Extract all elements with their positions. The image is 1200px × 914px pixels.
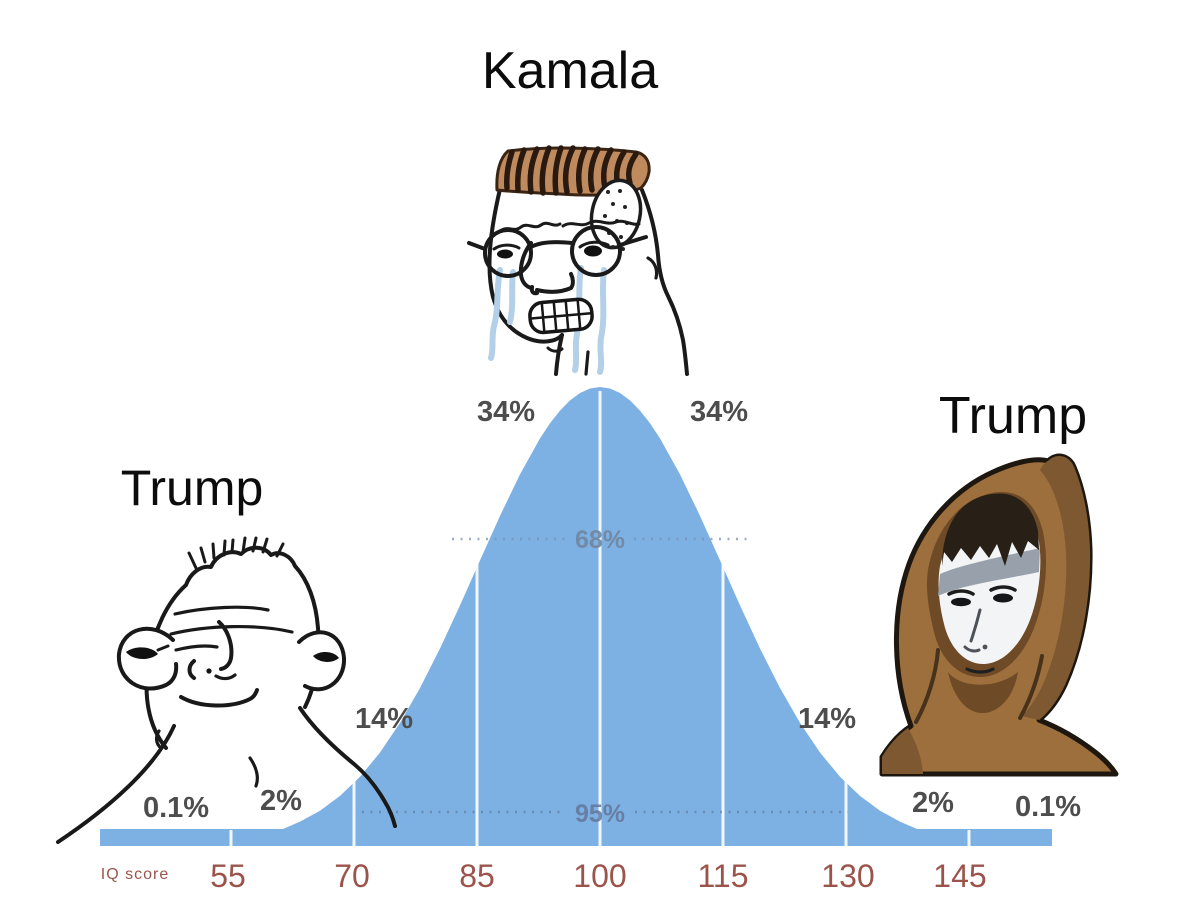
pct-left-0.1: 0.1% xyxy=(143,792,209,824)
gritted-teeth xyxy=(528,297,594,335)
sad-eyes xyxy=(492,240,610,259)
normal-distribution-shape xyxy=(100,387,1052,846)
left-name-label: Trump xyxy=(121,460,264,516)
robe-fold-lines xyxy=(914,648,1044,724)
pct-right-0.1: 0.1% xyxy=(1015,791,1081,823)
round-glasses xyxy=(467,225,648,278)
x-tick-70: 70 xyxy=(334,858,370,894)
right-eye xyxy=(313,652,339,662)
x-axis-title: IQ score xyxy=(101,866,169,883)
pct-left-2: 2% xyxy=(260,785,302,817)
frown-mouth xyxy=(965,667,995,674)
x-axis: IQ score 55 70 85 100 115 130 145 xyxy=(101,858,987,894)
chin-crease xyxy=(546,346,564,353)
nose xyxy=(963,608,988,653)
interval-dotted-lines xyxy=(362,537,848,814)
left-ear xyxy=(116,626,179,691)
midwit-wojak-illustration xyxy=(467,145,689,376)
left-eye xyxy=(126,647,158,660)
x-tick-55: 55 xyxy=(210,858,246,894)
bald-dotted-patch xyxy=(589,178,643,251)
neck-left-line xyxy=(56,724,176,844)
segment-percent-labels: 0.1% 2% 14% 34% 34% 14% 2% 0.1% xyxy=(143,396,1081,824)
under-chin-shadow xyxy=(948,672,1018,714)
pct-left-14: 14% xyxy=(355,703,413,735)
right-name-label: Trump xyxy=(939,387,1087,445)
sd-divider-lines xyxy=(229,391,971,846)
pct-right-2: 2% xyxy=(912,787,954,819)
shoulder-right-line xyxy=(298,706,397,828)
nose xyxy=(518,241,575,296)
pct-right-14: 14% xyxy=(798,703,856,735)
dark-bangs xyxy=(942,493,1039,566)
eye-shadow-band xyxy=(938,548,1040,596)
nose xyxy=(187,620,237,681)
smirk-mouth xyxy=(179,688,259,708)
head-right-outline xyxy=(640,188,689,376)
x-tick-130: 130 xyxy=(821,858,874,894)
pct-left-34: 34% xyxy=(477,396,535,428)
dumb-wojak-illustration xyxy=(56,536,397,844)
top-name-label: Kamala xyxy=(482,42,658,100)
hood-right-shadow xyxy=(1022,456,1091,720)
x-tick-145: 145 xyxy=(933,858,986,894)
name-labels: Kamala Trump Trump xyxy=(121,42,1087,516)
hair-sparse-spikes xyxy=(187,536,285,570)
left-sleeve-shadow xyxy=(882,728,923,774)
interval-68-label: 68% xyxy=(575,526,625,554)
interval-95-label: 95% xyxy=(575,800,625,828)
x-tick-115: 115 xyxy=(697,858,748,894)
pct-right-34: 34% xyxy=(690,396,748,428)
forehead-wrinkles xyxy=(169,605,294,652)
hooded-wojak-illustration xyxy=(879,453,1119,777)
x-tick-85: 85 xyxy=(459,858,495,894)
bell-curve-area: 68% 95% xyxy=(100,387,1052,846)
stern-eyes xyxy=(947,585,1017,607)
x-tick-100: 100 xyxy=(573,858,626,894)
